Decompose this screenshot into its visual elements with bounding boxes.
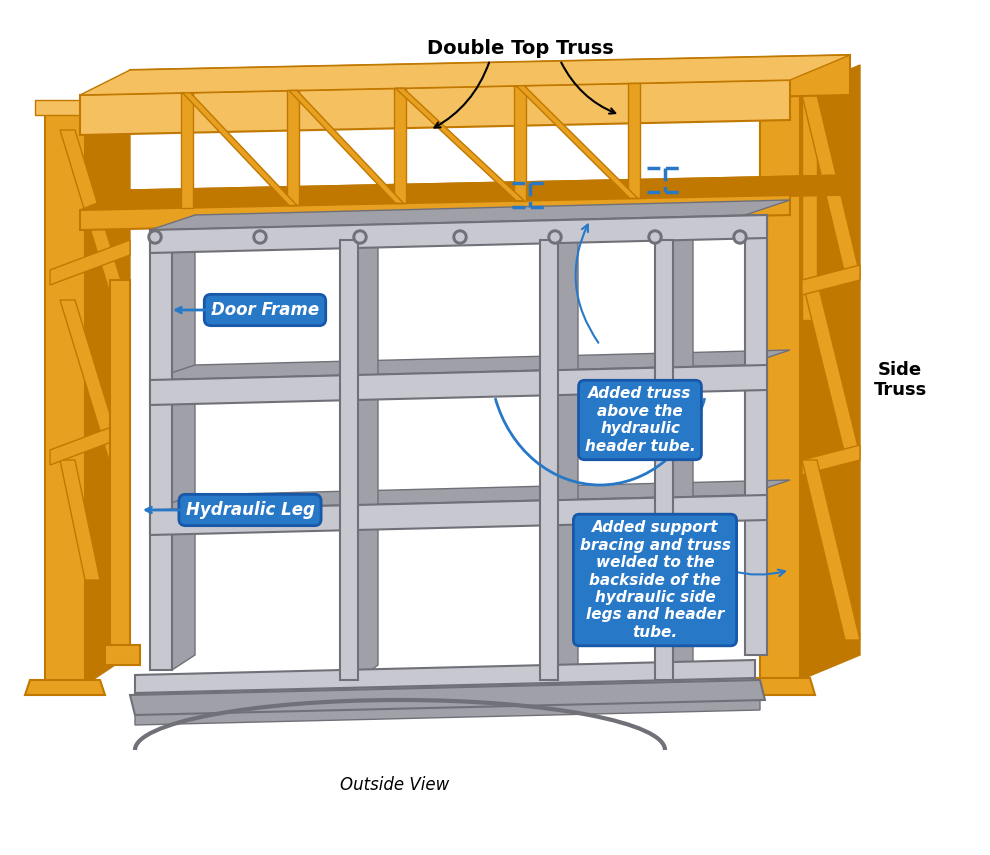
Polygon shape [514, 86, 527, 201]
Polygon shape [655, 240, 673, 680]
Polygon shape [802, 280, 860, 455]
Circle shape [148, 230, 162, 244]
Polygon shape [150, 230, 172, 670]
Polygon shape [393, 88, 406, 203]
Polygon shape [80, 55, 850, 95]
Circle shape [456, 233, 464, 241]
Polygon shape [60, 300, 130, 480]
Polygon shape [60, 130, 130, 310]
Circle shape [253, 230, 267, 244]
Polygon shape [85, 80, 130, 685]
Polygon shape [150, 480, 790, 510]
Text: Door Frame: Door Frame [211, 301, 319, 319]
Polygon shape [802, 460, 860, 640]
Polygon shape [358, 225, 378, 680]
Polygon shape [802, 95, 817, 320]
Polygon shape [182, 92, 297, 205]
Circle shape [356, 233, 364, 241]
Polygon shape [287, 91, 299, 205]
FancyArrowPatch shape [687, 542, 785, 576]
Polygon shape [35, 100, 100, 115]
Circle shape [151, 233, 159, 241]
Polygon shape [395, 88, 524, 201]
Circle shape [651, 233, 659, 241]
Polygon shape [802, 265, 860, 295]
Polygon shape [135, 660, 755, 693]
Polygon shape [150, 365, 767, 405]
Polygon shape [150, 495, 767, 535]
Polygon shape [540, 240, 558, 680]
Polygon shape [802, 95, 860, 275]
Polygon shape [50, 240, 130, 285]
Polygon shape [289, 91, 404, 203]
Polygon shape [80, 175, 850, 210]
Polygon shape [558, 225, 578, 680]
Text: Added truss
above the
hydraulic
header tube.: Added truss above the hydraulic header t… [585, 386, 695, 454]
Polygon shape [130, 175, 850, 210]
Polygon shape [25, 680, 105, 695]
Circle shape [256, 233, 264, 241]
Polygon shape [60, 460, 100, 580]
Polygon shape [745, 215, 767, 655]
Circle shape [453, 230, 467, 244]
Polygon shape [673, 225, 693, 680]
Polygon shape [45, 110, 85, 685]
Polygon shape [180, 92, 192, 208]
Text: Double Top Truss: Double Top Truss [427, 38, 614, 57]
Polygon shape [80, 195, 790, 230]
Polygon shape [802, 460, 860, 635]
Polygon shape [800, 65, 860, 680]
Circle shape [551, 233, 559, 241]
Text: Outside View: Outside View [341, 776, 449, 794]
Polygon shape [802, 445, 860, 475]
Polygon shape [135, 678, 760, 725]
Text: Hydraulic Leg: Hydraulic Leg [185, 501, 315, 519]
Polygon shape [760, 90, 800, 680]
Text: Added support
bracing and truss
welded to the
backside of the
hydraulic side
leg: Added support bracing and truss welded t… [579, 521, 731, 640]
Polygon shape [150, 350, 790, 380]
Polygon shape [110, 280, 130, 650]
Polygon shape [172, 215, 195, 670]
Polygon shape [150, 215, 767, 253]
Circle shape [648, 230, 662, 244]
Polygon shape [745, 678, 815, 695]
Circle shape [733, 230, 747, 244]
Polygon shape [130, 55, 850, 110]
Polygon shape [516, 86, 638, 198]
FancyArrowPatch shape [575, 225, 598, 343]
Polygon shape [130, 680, 765, 715]
Polygon shape [50, 420, 130, 465]
Polygon shape [340, 240, 358, 680]
Polygon shape [105, 645, 140, 665]
Polygon shape [750, 80, 840, 95]
Circle shape [736, 233, 744, 241]
Text: Side
Truss: Side Truss [873, 361, 927, 399]
Polygon shape [628, 83, 640, 198]
Circle shape [353, 230, 367, 244]
Circle shape [548, 230, 562, 244]
Polygon shape [80, 80, 790, 135]
Polygon shape [150, 200, 790, 230]
